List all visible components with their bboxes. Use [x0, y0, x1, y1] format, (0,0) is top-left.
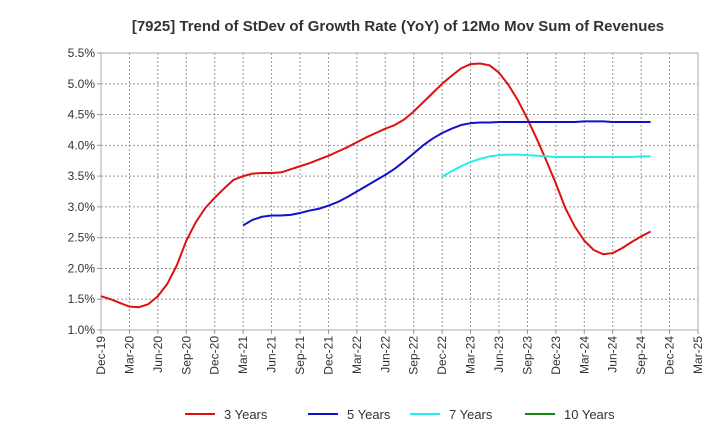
x-tick-label: Jun-20: [151, 336, 165, 373]
y-tick-label: 4.0%: [68, 138, 96, 152]
y-tick-label: 3.5%: [68, 169, 96, 183]
y-tick-label: 2.5%: [68, 231, 96, 245]
x-tick-label: Sep-23: [520, 336, 534, 375]
grid-lines: [100, 52, 699, 331]
series-line-3-years: [100, 62, 652, 309]
series-line-5-years: [242, 120, 651, 227]
x-tick-label: Jun-22: [378, 336, 392, 373]
x-tick-label: Dec-19: [94, 336, 108, 375]
x-tick-label: Jun-21: [265, 336, 279, 373]
y-tick-label: 5.0%: [68, 77, 96, 91]
y-tick-label: 1.0%: [68, 323, 96, 337]
x-axis: Dec-19 Mar-20 Jun-20 Sep-20 Dec-20 Mar-21 Jun-…: [94, 330, 705, 375]
legend-label: 10 Years: [564, 407, 615, 422]
x-tick-label: Mar-20: [122, 336, 136, 374]
x-tick-label: Dec-20: [208, 336, 222, 375]
legend-label: 5 Years: [347, 407, 391, 422]
x-tick-label: Dec-23: [549, 336, 563, 375]
chart-title: [7925] Trend of StDev of Growth Rate (Yo…: [132, 18, 664, 35]
legend-label: 3 Years: [224, 407, 268, 422]
y-tick-label: 2.0%: [68, 261, 96, 275]
series-lines: [100, 62, 652, 309]
x-tick-label: Sep-21: [293, 336, 307, 375]
x-tick-label: Dec-24: [663, 336, 677, 375]
legend: 3 Years 5 Years 7 Years 10 Years: [185, 407, 615, 422]
x-tick-label: Mar-24: [577, 336, 591, 374]
x-tick-label: Sep-22: [407, 336, 421, 375]
x-tick-label: Jun-24: [606, 336, 620, 373]
y-tick-label: 3.0%: [68, 200, 96, 214]
y-tick-label: 4.5%: [68, 108, 96, 122]
y-tick-label: 1.5%: [68, 292, 96, 306]
x-tick-label: Sep-20: [179, 336, 193, 375]
x-tick-label: Sep-24: [634, 336, 648, 375]
x-tick-label: Mar-23: [464, 336, 478, 374]
x-tick-label: Dec-21: [321, 336, 335, 375]
x-tick-label: Jun-23: [492, 336, 506, 373]
x-tick-label: Mar-22: [350, 336, 364, 374]
legend-label: 7 Years: [449, 407, 493, 422]
x-tick-label: Mar-21: [236, 336, 250, 374]
y-axis: 1.0% 1.5% 2.0% 2.5% 3.0% 3.5% 4.0% 4.5% 5.0% 5.5%: [68, 46, 101, 337]
x-tick-label: Dec-22: [435, 336, 449, 375]
plot-area: [100, 52, 699, 331]
y-tick-label: 5.5%: [68, 46, 96, 60]
x-tick-label: Mar-25: [691, 336, 705, 374]
series-line-7-years: [441, 153, 651, 178]
